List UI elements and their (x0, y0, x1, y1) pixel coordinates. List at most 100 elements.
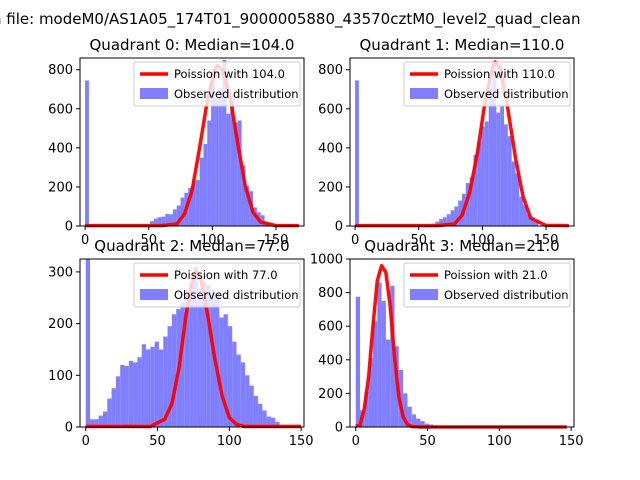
legend-box (133, 61, 301, 107)
y-tick-label: 400 (318, 353, 343, 368)
y-tick-label: 400 (48, 141, 73, 156)
hist-bar (504, 124, 508, 226)
hist-bar (161, 216, 166, 226)
hist-bar (266, 416, 271, 427)
hist-bar (163, 336, 168, 427)
hist-bar (454, 206, 459, 226)
hist-bar (171, 314, 177, 427)
y-tick-label: 1000 (310, 253, 343, 268)
hist-bar (230, 98, 234, 226)
hist-bar (473, 154, 478, 226)
hist-bar (262, 410, 267, 427)
chart-panel-0: 0 50 100 150 0 200 400 600 800 Quadrant 0: Median… (48, 36, 305, 248)
hist-bar (232, 341, 237, 427)
hist-bar (240, 362, 246, 427)
y-tick-label: 200 (318, 387, 343, 402)
poisson-fit-line (355, 263, 567, 429)
legend-box (403, 61, 571, 107)
chart-panel-1: 0 50 100 150 0 200 400 600 800 Quadrant 1: Median… (318, 36, 575, 248)
y-tick-label: 0 (335, 421, 343, 436)
hist-bar (111, 388, 116, 427)
y-tick-label: 0 (65, 220, 73, 235)
axes-frame (79, 57, 305, 227)
hist-bar (372, 321, 378, 427)
hist-bar (167, 326, 172, 427)
hist-bar (458, 200, 462, 226)
hist-bar (214, 293, 220, 427)
hist-bar (141, 344, 147, 427)
hist-bar (172, 209, 177, 226)
hist-bar (203, 143, 208, 226)
hist-bar (193, 266, 198, 427)
hist-bar (496, 112, 501, 226)
hist-bar (206, 284, 211, 427)
hist-bar (120, 364, 125, 427)
panel-title: Quadrant 2: Median=77.0 (94, 237, 289, 255)
hist-bar (245, 375, 250, 427)
hist-bar (488, 88, 493, 226)
hist-bar (218, 88, 223, 226)
legend-label-observed: Observed distribution (174, 288, 299, 302)
legend-box (133, 262, 301, 308)
hist-bar (411, 414, 417, 427)
hist-bar (192, 180, 196, 226)
hist-bar (258, 403, 263, 427)
hist-bar (189, 282, 194, 427)
y-tick-label: 200 (48, 317, 73, 332)
y-tick-label: 600 (318, 102, 343, 117)
hist-bar (133, 362, 138, 427)
hist-bar (157, 217, 162, 226)
hist-bar (124, 366, 129, 427)
x-tick-label: 150 (264, 233, 289, 248)
hist-bar (214, 98, 219, 226)
hist-bar (202, 281, 207, 427)
y-tick-label: 800 (318, 63, 343, 78)
y-tick-label: 600 (318, 320, 343, 335)
hist-bar (102, 411, 108, 427)
axes-frame (349, 57, 575, 227)
hist-bar (534, 221, 539, 226)
hist-bar (153, 218, 158, 226)
hist-bar (207, 120, 212, 226)
hist-bar (180, 302, 185, 427)
hist-bar (236, 354, 241, 427)
hist-bar (469, 177, 474, 226)
x-tick-label: 150 (534, 233, 559, 248)
hist-bar (450, 210, 455, 226)
axes-frame (79, 258, 305, 428)
legend-bar-swatch (140, 88, 168, 99)
x-tick-label: 0 (81, 233, 89, 248)
x-tick-label: 50 (149, 434, 166, 449)
legend-label-observed: Observed distribution (444, 87, 569, 101)
legend-label-fit: Poission with 77.0 (174, 268, 278, 282)
x-tick-label: 50 (410, 233, 427, 248)
panel-title: Quadrant 0: Median=104.0 (90, 36, 295, 54)
panel-title: Quadrant 1: Median=110.0 (360, 36, 565, 54)
x-tick-label: 100 (470, 233, 495, 248)
hist-bar (519, 196, 524, 226)
hist-bar (226, 113, 231, 226)
hist-bar (107, 398, 112, 427)
x-tick-label: 100 (487, 434, 512, 449)
hist-bar (98, 415, 103, 427)
hist-bar (165, 213, 170, 226)
hist-bar (146, 349, 151, 427)
y-tick-label: 400 (318, 141, 343, 156)
legend-label-observed: Observed distribution (174, 87, 299, 101)
hist-bar (223, 314, 228, 427)
legend-label-observed: Observed distribution (444, 288, 569, 302)
hist-bar (526, 214, 531, 226)
y-tick-label: 600 (48, 102, 73, 117)
hist-bar (150, 221, 154, 226)
chart-panel-3: 0 50 100 150 0 200 400 600 800 1000 Quadrant 3: Me… (310, 237, 584, 449)
y-tick-label: 200 (318, 180, 343, 195)
axes-frame (349, 258, 575, 428)
y-tick-label: 0 (65, 421, 73, 436)
hist-bar (180, 197, 185, 226)
hist-bar (492, 69, 497, 226)
y-tick-label: 100 (48, 369, 73, 384)
y-tick-label: 300 (48, 265, 73, 280)
legend-bar-swatch (140, 289, 168, 300)
hist-bar (385, 339, 391, 427)
